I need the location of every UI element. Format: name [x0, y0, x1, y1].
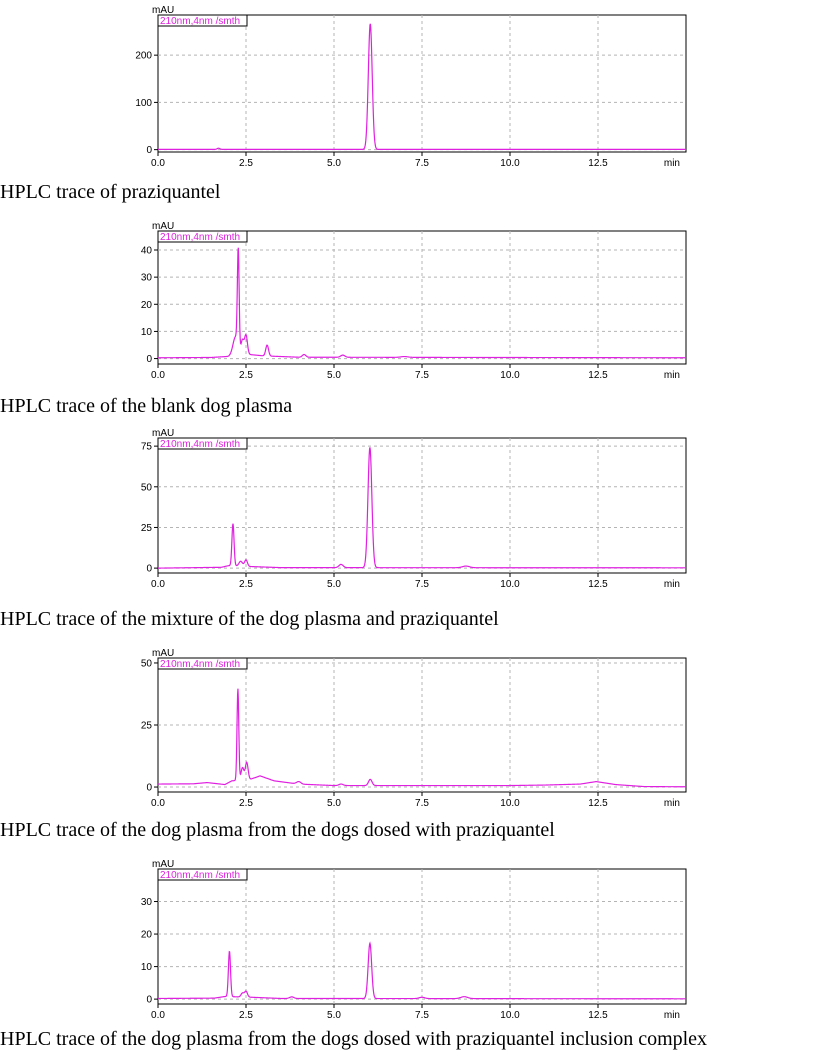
y-tick-label: 20 [141, 930, 153, 941]
y-axis-unit: mAU [152, 428, 174, 439]
x-tick-label: 12.5 [588, 370, 608, 381]
y-tick-label: 10 [141, 962, 153, 973]
y-tick-label: 40 [141, 246, 153, 257]
chromatogram-trace [158, 688, 686, 788]
x-tick-label: 2.5 [239, 798, 253, 809]
x-tick-label: 7.5 [415, 158, 429, 169]
x-tick-label: 0.0 [151, 158, 165, 169]
chart-panel-2: 0.0 2.5 5.0 7.5 10.0 12.5 min 0 10 20 30 40 mAU 210nm… [0, 214, 827, 424]
legend-label: 210nm,4nm /smth [160, 16, 240, 27]
x-tick-label: 2.5 [239, 579, 253, 590]
chromatogram-trace [158, 247, 686, 359]
x-tick-label: 12.5 [588, 1010, 608, 1021]
legend-box [157, 437, 248, 450]
legend-box [157, 14, 248, 27]
chart-svg-5: 0.0 2.5 5.0 7.5 10.0 12.5 min 0 10 20 30 mAU210nm,4… [141, 859, 687, 1021]
y-tick-label: 50 [141, 658, 153, 669]
x-tick-label: 2.5 [239, 370, 253, 381]
y-tick-label: 0 [146, 564, 152, 575]
chart-caption-5: HPLC trace of the dog plasma from the do… [0, 1028, 708, 1050]
x-tick-label: 0.0 [151, 1010, 165, 1021]
x-tick-label: 7.5 [415, 1010, 429, 1021]
x-tick-label: 12.5 [588, 798, 608, 809]
y-axis-unit: mAU [152, 859, 174, 870]
x-tick-label: 5.0 [327, 370, 341, 381]
legend-box [157, 657, 248, 670]
x-axis-unit: min [664, 579, 680, 590]
chart-panel-1: 0.0 2.5 5.0 7.5 10.0 12.5 min 0 100 200 mAU 210nm,4… [0, 0, 827, 210]
chromatogram-trace [158, 447, 686, 569]
x-tick-label: 5.0 [327, 1010, 341, 1021]
chart-panel-4: 0.0 2.5 5.0 7.5 10.0 12.5 min 0 25 50 mAU 210nm,4nm… [0, 641, 827, 851]
x-tick-label: 12.5 [588, 158, 608, 169]
y-tick-label: 25 [141, 523, 153, 534]
x-tick-label: 5.0 [327, 158, 341, 169]
x-tick-label: 10.0 [500, 370, 520, 381]
y-tick-label: 25 [141, 721, 153, 732]
legend-label: 210nm,4nm /smth [160, 439, 240, 450]
x-tick-label: 10.0 [500, 798, 520, 809]
chart-panel-5: 0.0 2.5 5.0 7.5 10.0 12.5 min 0 10 20 30 mAU 210nm,4… [0, 852, 827, 1058]
y-tick-label: 75 [141, 442, 153, 453]
y-axis-unit: mAU [152, 648, 174, 659]
chart-svg-2: 0.0 2.5 5.0 7.5 10.0 12.5 min 0 10 20 30 40 mAU210nm… [141, 221, 687, 381]
x-tick-label: 5.0 [327, 798, 341, 809]
chart-panel-3: 0.0 2.5 5.0 7.5 10.0 12.5 min 0 25 50 75 mAU 210nm,4… [0, 428, 827, 638]
y-tick-label: 0 [146, 783, 152, 794]
chart-svg-1: 0.0 2.5 5.0 7.5 10.0 12.5 min 0 100 200 mAU210nm,4… [135, 5, 687, 169]
x-axis-unit: min [664, 1010, 680, 1021]
y-tick-label: 0 [146, 995, 152, 1006]
y-tick-label: 30 [141, 273, 153, 284]
y-tick-label: 0 [146, 354, 152, 365]
x-tick-label: 0.0 [151, 798, 165, 809]
y-tick-label: 100 [135, 98, 152, 109]
y-tick-label: 0 [146, 145, 152, 156]
x-tick-label: 7.5 [415, 370, 429, 381]
y-tick-label: 10 [141, 327, 153, 338]
x-tick-label: 10.0 [500, 579, 520, 590]
chart-caption-3: HPLC trace of the mixture of the dog pla… [0, 608, 499, 630]
chromatogram-trace [158, 941, 687, 1000]
x-tick-label: 0.0 [151, 579, 165, 590]
legend-box [157, 230, 248, 243]
legend-label: 210nm,4nm /smth [160, 870, 240, 881]
x-tick-label: 7.5 [415, 579, 429, 590]
legend-label: 210nm,4nm /smth [160, 232, 240, 243]
x-tick-label: 10.0 [500, 1010, 520, 1021]
x-axis-unit: min [664, 158, 680, 169]
y-axis-unit: mAU [152, 5, 174, 16]
y-tick-label: 50 [141, 482, 153, 493]
y-axis-unit: mAU [152, 221, 174, 232]
y-tick-label: 30 [141, 897, 153, 908]
chart-svg-4: 0.0 2.5 5.0 7.5 10.0 12.5 min 0 25 50mAU210nm,4nm… [141, 648, 687, 809]
chart-caption-1: HPLC trace of praziquantel [0, 181, 221, 203]
x-tick-label: 2.5 [239, 1010, 253, 1021]
chart-caption-2: HPLC trace of the blank dog plasma [0, 395, 293, 417]
chromatogram-trace [158, 23, 686, 150]
x-tick-label: 10.0 [500, 158, 520, 169]
legend-label: 210nm,4nm /smth [160, 659, 240, 670]
chart-svg-3: 0.0 2.5 5.0 7.5 10.0 12.5 min 0 25 50 75 mAU210nm,4… [141, 428, 687, 590]
x-tick-label: 0.0 [151, 370, 165, 381]
x-tick-label: 12.5 [588, 579, 608, 590]
chart-caption-4: HPLC trace of the dog plasma from the do… [0, 819, 555, 841]
x-tick-label: 7.5 [415, 798, 429, 809]
legend-box [157, 868, 248, 881]
x-axis-unit: min [664, 370, 680, 381]
x-tick-label: 5.0 [327, 579, 341, 590]
x-axis-unit: min [664, 798, 680, 809]
y-tick-label: 20 [141, 300, 153, 311]
y-tick-label: 200 [135, 51, 152, 62]
x-tick-label: 2.5 [239, 158, 253, 169]
